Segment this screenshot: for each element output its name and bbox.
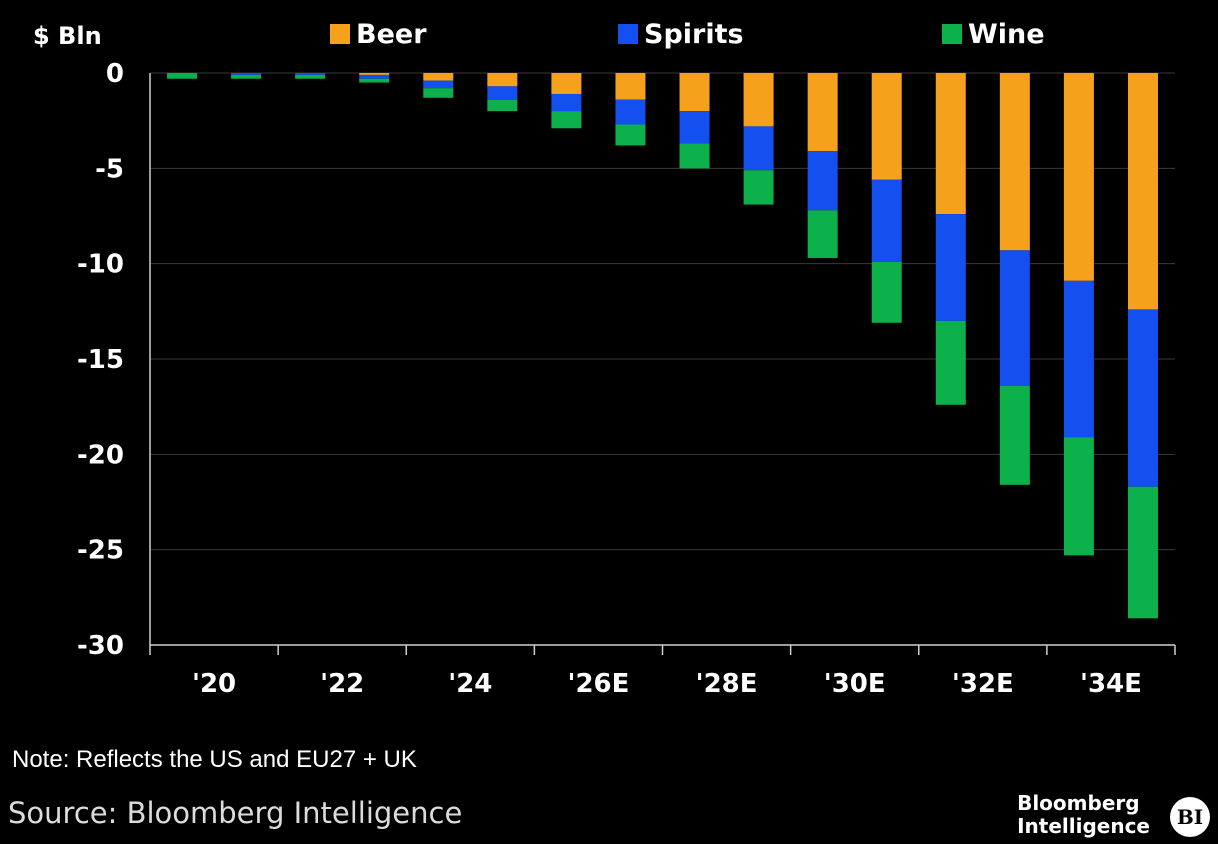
legend-item-wine: Wine [942, 19, 1045, 50]
bar-spirits-2023 [359, 74, 390, 79]
bar-beer-2029E [743, 73, 774, 127]
bar-beer-2028E [679, 73, 710, 112]
bar-spirits-2021 [231, 73, 262, 75]
bar-spirits-2029E [743, 126, 774, 171]
bar-wine-2031E [871, 261, 902, 323]
bar-wine-2027E [615, 124, 646, 146]
bar-spirits-2034E [1063, 280, 1094, 438]
legend: Beer Spirits Wine [330, 19, 1045, 50]
x-tick-label: '28E [696, 669, 758, 699]
bar-beer-2027E [615, 73, 646, 100]
bar-beer-2032E [935, 73, 966, 215]
x-tick-label: '30E [824, 669, 886, 699]
y-tick-label: 0 [106, 59, 124, 89]
legend-label: Wine [968, 19, 1045, 50]
bar-wine-2029E [743, 170, 774, 205]
x-axis: '20 '22 '24 '26E '28E '30E '32E '34E [149, 644, 1176, 699]
bar-beer-2030E [807, 73, 838, 152]
y-tick-label: -5 [95, 154, 124, 184]
bars [167, 73, 1158, 619]
x-tick-label: '26E [567, 669, 629, 699]
chart-note: Note: Reflects the US and EU27 + UK [12, 746, 417, 773]
bar-wine-2020 [167, 73, 198, 79]
bar-wine-2034E [1063, 437, 1094, 556]
y-tick-label: -30 [77, 631, 124, 661]
brand-logo: Bloomberg Intelligence [1017, 792, 1150, 838]
x-tick-label: '32E [952, 669, 1014, 699]
legend-label: Beer [356, 19, 427, 50]
y-tick-label: -25 [77, 536, 124, 566]
bar-spirits-2031E [871, 179, 902, 262]
y-axis-label: $ Bln [33, 22, 102, 50]
bar-wine-2025 [487, 99, 518, 112]
y-tick-label: -20 [77, 440, 124, 470]
bar-spirits-2028E [679, 111, 710, 144]
x-tick-label: '20 [192, 669, 236, 699]
bar-spirits-2030E [807, 151, 838, 211]
bar-spirits-2022 [295, 73, 326, 75]
bar-beer-2035E [1127, 73, 1158, 310]
bar-beer-2023 [359, 73, 390, 75]
bar-wine-2035E [1127, 486, 1158, 619]
bar-beer-2034E [1063, 73, 1094, 281]
bar-wine-2033E [999, 385, 1030, 485]
bar-beer-2031E [871, 73, 902, 180]
legend-item-beer: Beer [330, 19, 427, 50]
bar-spirits-2026E [551, 93, 582, 112]
bar-beer-2025 [487, 73, 518, 87]
y-tick-label: -15 [77, 345, 124, 375]
legend-swatch [942, 24, 962, 44]
legend-swatch [618, 24, 638, 44]
bar-spirits-2035E [1127, 309, 1158, 487]
legend-label: Spirits [644, 19, 744, 50]
bar-wine-2032E [935, 320, 966, 405]
bar-spirits-2024 [423, 80, 454, 89]
bar-wine-2024 [423, 88, 454, 98]
bar-beer-2026E [551, 73, 582, 94]
x-tick-label: '34E [1080, 669, 1142, 699]
bar-wine-2021 [231, 74, 262, 79]
bar-spirits-2025 [487, 86, 518, 100]
legend-swatch [330, 24, 350, 44]
bar-spirits-2032E [935, 214, 966, 321]
bar-spirits-2027E [615, 99, 646, 125]
brand-badge-icon: BI [1170, 797, 1210, 837]
brand-line2: Intelligence [1017, 814, 1150, 838]
chart-source: Source: Bloomberg Intelligence [8, 796, 463, 830]
bar-wine-2022 [295, 74, 326, 79]
brand-line1: Bloomberg [1017, 791, 1140, 815]
bar-beer-2033E [999, 73, 1030, 251]
bar-beer-2024 [423, 73, 454, 81]
bar-spirits-2033E [999, 250, 1030, 386]
bar-wine-2026E [551, 111, 582, 129]
y-axis: 0 -5 -10 -15 -20 -25 -30 [77, 59, 151, 661]
bar-wine-2023 [359, 78, 390, 83]
bar-wine-2030E [807, 210, 838, 258]
stacked-bar-chart: 0 -5 -10 -15 -20 -25 -30 '20 '22 '24 '26E '28E '30E… [33, 19, 1176, 699]
y-tick-label: -10 [77, 250, 124, 280]
legend-item-spirits: Spirits [618, 19, 744, 50]
x-tick-label: '24 [448, 669, 492, 699]
x-tick-label: '22 [320, 669, 364, 699]
bar-wine-2028E [679, 143, 710, 169]
